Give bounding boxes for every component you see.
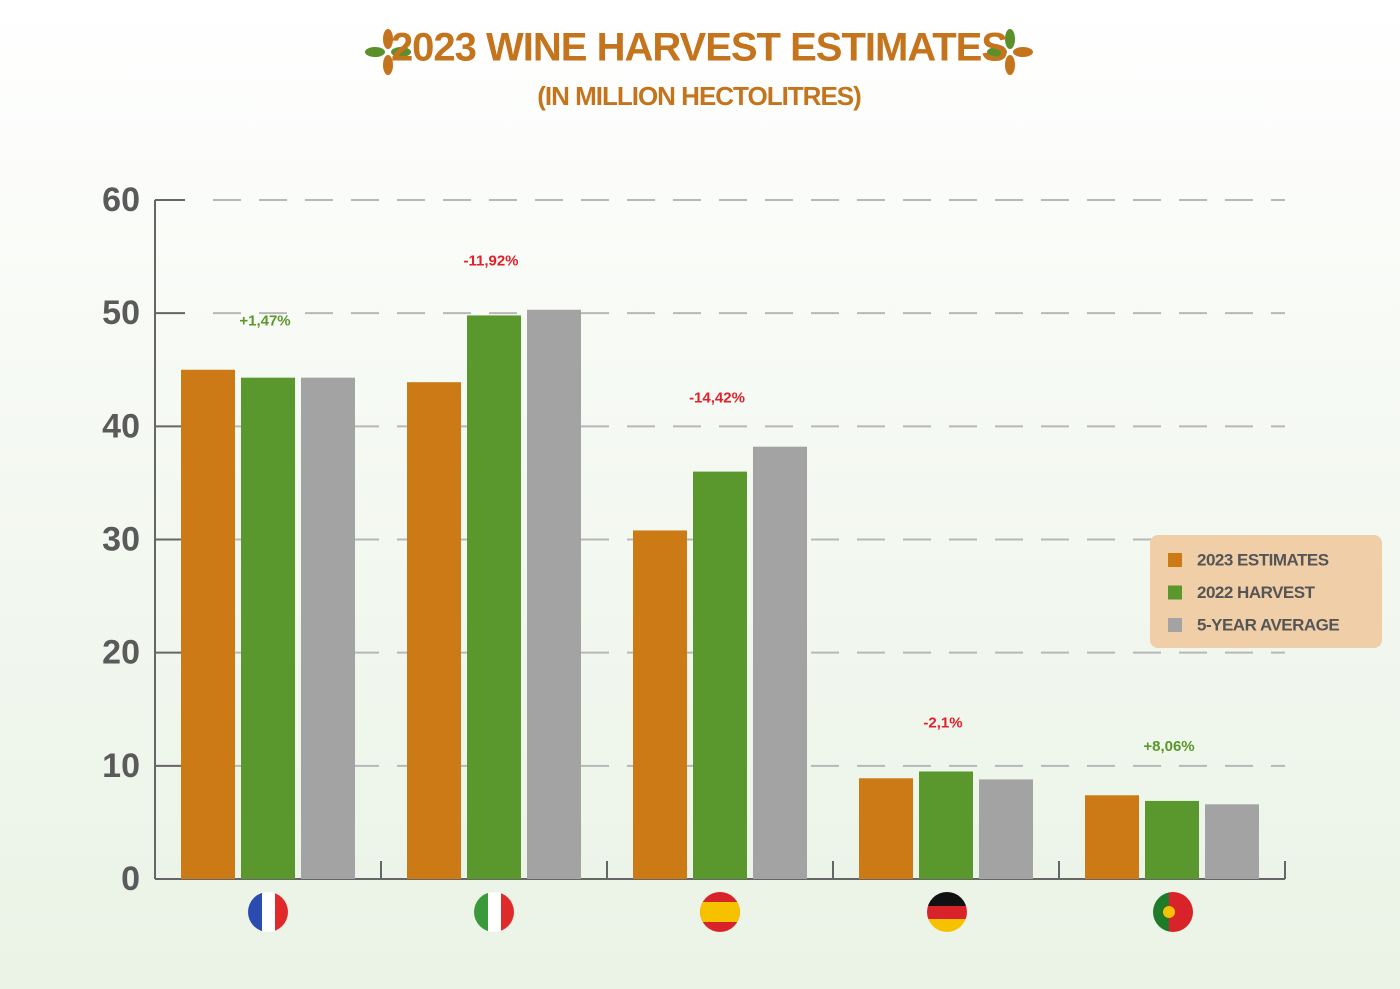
- legend-box: [1150, 535, 1382, 648]
- y-tick-label: 60: [102, 181, 140, 219]
- bar: [859, 778, 913, 879]
- annotation: -14,42%: [689, 390, 745, 407]
- bar: [919, 771, 973, 879]
- flag-france: [248, 892, 288, 932]
- annotation: -2,1%: [923, 714, 962, 731]
- bar: [181, 369, 235, 879]
- bar: [241, 377, 295, 879]
- decoration: [365, 29, 411, 75]
- legend-label: 5-YEAR AVERAGE: [1197, 615, 1339, 634]
- bar: [467, 315, 521, 879]
- legend-swatch: [1168, 585, 1182, 600]
- annotation: +1,47%: [239, 313, 290, 330]
- y-tick-label: 30: [102, 520, 140, 558]
- chart-subtitle: (IN MILLION HECTOLITRES): [537, 81, 861, 111]
- y-tick-label: 0: [121, 860, 140, 898]
- flag-germany: [927, 892, 967, 932]
- flag-italy: [474, 892, 514, 932]
- bar: [1205, 804, 1259, 879]
- bar: [407, 382, 461, 879]
- bar: [979, 779, 1033, 879]
- legend-swatch: [1168, 618, 1182, 632]
- y-tick-label: 20: [102, 634, 140, 672]
- y-tick-label: 10: [102, 747, 140, 785]
- bar: [1085, 795, 1139, 879]
- bar: [693, 471, 747, 879]
- y-tick-label: 50: [102, 294, 140, 332]
- bar: [633, 530, 687, 879]
- bar: [1145, 800, 1199, 879]
- bar: [753, 446, 807, 879]
- annotation: +8,06%: [1143, 738, 1194, 755]
- flag-spain: [700, 892, 740, 932]
- flag-portugal: [1153, 892, 1193, 932]
- chart-title: 2023 WINE HARVEST ESTIMATES: [391, 26, 1007, 70]
- y-tick-label: 40: [102, 407, 140, 445]
- legend-swatch: [1168, 553, 1182, 567]
- legend-label: 2023 ESTIMATES: [1197, 550, 1329, 569]
- decoration: [987, 29, 1033, 75]
- bar: [527, 309, 581, 879]
- annotation: -11,92%: [463, 253, 518, 270]
- legend-label: 2022 HARVEST: [1197, 583, 1316, 602]
- bar: [301, 377, 355, 879]
